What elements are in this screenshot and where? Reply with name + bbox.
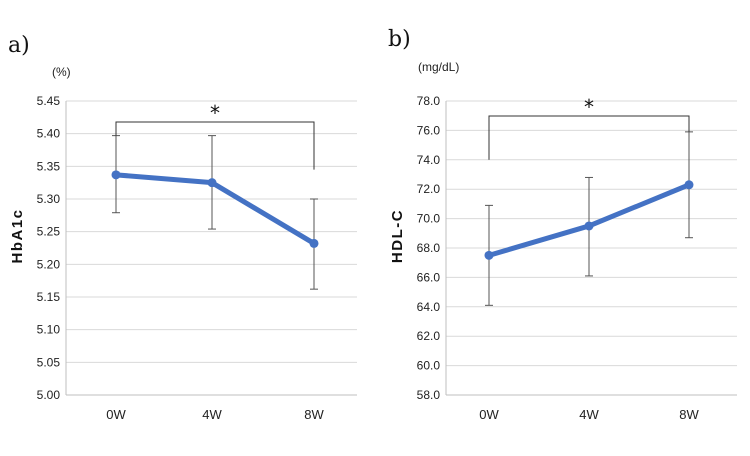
y-tick-label: 5.40 bbox=[37, 127, 61, 141]
y-tick-label: 66.0 bbox=[417, 270, 441, 284]
significance-star: * bbox=[584, 95, 594, 119]
unit-label-a: (%) bbox=[52, 65, 71, 79]
chart-panel-hba1c: a) (%) HbA1c 5.00 5.05 5.10 5.15 5.20 5.25 5.3… bbox=[8, 33, 357, 422]
y-tick-label: 62.0 bbox=[417, 329, 441, 343]
x-tick-label: 4W bbox=[579, 407, 599, 422]
y-tick-label: 5.20 bbox=[37, 257, 61, 271]
y-tick-label: 5.30 bbox=[37, 192, 61, 206]
y-tick-label: 68.0 bbox=[417, 241, 441, 255]
y-tick-label: 5.10 bbox=[37, 323, 61, 337]
y-tick-label: 5.35 bbox=[37, 159, 61, 173]
y-tick-label: 5.00 bbox=[37, 388, 61, 402]
y-tick-label: 5.15 bbox=[37, 290, 61, 304]
y-axis-title-a: HbA1c bbox=[9, 208, 26, 263]
y-tick-label: 58.0 bbox=[417, 388, 441, 402]
y-tick-label: 5.05 bbox=[37, 355, 61, 369]
y-tick-label: 5.45 bbox=[37, 94, 61, 108]
data-point bbox=[484, 250, 494, 260]
x-tick-label: 4W bbox=[202, 407, 222, 422]
y-tick-label: 72.0 bbox=[417, 182, 441, 196]
y-tick-label: 60.0 bbox=[417, 359, 441, 373]
significance-star: * bbox=[210, 101, 220, 125]
y-tick-label: 78.0 bbox=[417, 94, 441, 108]
y-tick-label: 5.25 bbox=[37, 225, 61, 239]
x-tick-label: 0W bbox=[106, 407, 126, 422]
data-point bbox=[111, 170, 121, 180]
significance-bracket bbox=[488, 115, 690, 160]
x-tick-label: 8W bbox=[679, 407, 699, 422]
panel-label-a: a) bbox=[8, 33, 30, 58]
significance-bracket bbox=[115, 121, 315, 170]
chart-panel-hdl: b) (mg/dL) HDL-C 58.0 60.0 62.0 64.0 66.0 68.… bbox=[388, 27, 737, 422]
unit-label-b: (mg/dL) bbox=[418, 60, 459, 74]
y-tick-label: 74.0 bbox=[417, 153, 441, 167]
x-tick-label: 8W bbox=[304, 407, 324, 422]
data-point bbox=[309, 238, 319, 248]
data-point bbox=[584, 221, 594, 231]
y-tick-label: 70.0 bbox=[417, 212, 441, 226]
y-tick-label: 64.0 bbox=[417, 300, 441, 314]
panel-label-b: b) bbox=[388, 27, 411, 52]
x-tick-label: 0W bbox=[479, 407, 499, 422]
data-point bbox=[684, 180, 694, 190]
y-axis-title-b: HDL-C bbox=[389, 209, 406, 263]
data-point bbox=[207, 178, 217, 188]
y-tick-label: 76.0 bbox=[417, 123, 441, 137]
